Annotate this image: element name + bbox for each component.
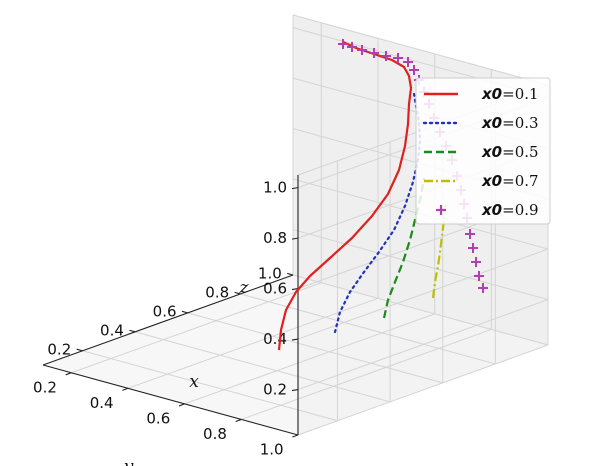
z-tick-label: 1.0 xyxy=(263,179,287,197)
legend-item-0-7-label: x0=0.7 xyxy=(481,172,539,190)
series-0-9-marker xyxy=(393,53,403,63)
z-tick-mark xyxy=(291,389,299,392)
series-0-9-marker xyxy=(465,229,475,239)
y-tick-label: 0.8 xyxy=(203,425,227,443)
grid-line-floor-y xyxy=(127,297,379,389)
y-axis-line xyxy=(42,364,299,436)
grid-line-back-z xyxy=(297,299,549,391)
axis-lines xyxy=(42,175,299,438)
x-axis-label: x xyxy=(189,372,199,392)
legend-item-0-3-label: x0=0.3 xyxy=(481,114,539,132)
y-axis-label: y xyxy=(123,457,134,466)
z-tick-label: 0.2 xyxy=(263,381,287,399)
legend-item-0-9-label: x0=0.9 xyxy=(481,201,539,219)
y-tick-label: 0.4 xyxy=(90,394,114,412)
series-0-9-marker xyxy=(478,283,488,293)
y-tick-label: 0.6 xyxy=(146,409,170,427)
x-tick-mark xyxy=(181,310,188,314)
grid-line-back-z xyxy=(297,248,549,340)
y-tick-label: 0.2 xyxy=(33,378,57,396)
x-tick-mark xyxy=(129,329,136,333)
z-tick-label: 0.4 xyxy=(263,330,287,348)
y-tick-mark xyxy=(178,403,185,407)
series-0-9-marker xyxy=(471,257,481,267)
series-0-7-line xyxy=(431,203,448,299)
legend-box xyxy=(415,77,551,225)
x-tick-mark xyxy=(76,348,83,352)
x-tick-label: 0.4 xyxy=(100,321,124,339)
grid-line-side-z xyxy=(292,229,549,301)
grid-line-floor-x xyxy=(82,350,338,422)
y-tick-mark xyxy=(292,434,299,438)
legend-item-0-1-label: x0=0.1 xyxy=(481,85,539,103)
series-0-1-line xyxy=(277,41,413,351)
z-tick-mark xyxy=(291,288,299,291)
x-tick-mark xyxy=(234,291,241,295)
y-tick-label: 1.0 xyxy=(260,440,284,458)
x-tick-label: 0.8 xyxy=(205,284,229,302)
series-0-9-marker xyxy=(474,271,484,281)
y-tick-mark xyxy=(65,372,72,376)
series-0-9-marker xyxy=(409,65,419,75)
legend-item-0-5-label: x0=0.5 xyxy=(481,143,539,161)
grid-line-floor-y xyxy=(241,328,492,420)
grid-line-floor-x xyxy=(240,293,496,365)
legend: x0=0.1 x0=0.3 x0=0.5 x0=0.7 x0=0.9 xyxy=(415,77,551,225)
series-0-9-marker xyxy=(338,39,348,49)
grid-line-floor-x xyxy=(292,274,549,346)
z-tick-label: 0.8 xyxy=(263,229,287,247)
x-tick-label: 0.2 xyxy=(47,340,71,358)
series-0-9-marker xyxy=(369,48,379,58)
series-0-9-marker xyxy=(347,42,357,52)
grid-line-floor-x xyxy=(187,312,443,384)
series-0-9-marker xyxy=(381,51,391,61)
z-tick-label: 0.6 xyxy=(263,280,287,298)
legend-item-0-9-swatch xyxy=(436,205,446,215)
grid-line-floor-y xyxy=(71,282,322,374)
series-0-9-marker xyxy=(357,45,367,55)
x-axis-line xyxy=(42,274,294,366)
tick-labels: 0.2 0.4 0.6 0.8 1.0 0.2 0.4 0.6 0.8 1.0 0.2 0.4 0.6 0… xyxy=(33,179,287,466)
series-0-9-marker xyxy=(403,57,413,67)
x-tick-label: 1.0 xyxy=(258,265,282,283)
series-0-3-line xyxy=(333,92,422,334)
x-tick-mark xyxy=(287,272,294,276)
grid-line-floor-y xyxy=(184,313,435,405)
grid-line-floor-x xyxy=(134,331,391,403)
y-tick-mark xyxy=(235,418,242,422)
grid-line-floor-y xyxy=(297,344,549,436)
z-tick-mark xyxy=(291,237,299,240)
series-0-9-marker xyxy=(468,243,478,253)
z-tick-mark xyxy=(291,338,299,341)
x-tick-label: 0.6 xyxy=(153,303,177,321)
pane-edge xyxy=(292,14,549,86)
z-axis-label: z xyxy=(239,278,250,298)
z-tick-mark xyxy=(291,187,299,190)
y-tick-mark xyxy=(122,387,129,391)
